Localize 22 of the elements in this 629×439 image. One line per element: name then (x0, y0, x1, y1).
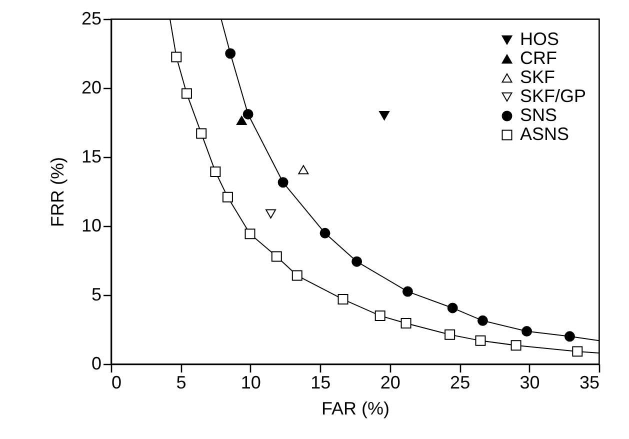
legend-label: ASNS (520, 124, 570, 144)
legend-label: SKF (520, 67, 556, 87)
y-tick-label: 10 (81, 216, 102, 236)
legend-label: SNS (520, 105, 558, 125)
y-tick-label: 20 (81, 78, 102, 98)
x-tick-label: 5 (176, 372, 186, 392)
legend-label: CRF (520, 48, 557, 68)
legend-label: SKF/GP (520, 86, 586, 106)
y-axis-title: FRR (%) (47, 157, 68, 227)
x-tick-label: 15 (310, 372, 331, 392)
x-tick-label: 35 (579, 372, 600, 392)
y-tick-label: 25 (81, 8, 102, 28)
y-tick-label: 15 (81, 146, 102, 166)
legend-label: HOS (520, 29, 560, 49)
x-tick-label: 30 (520, 372, 540, 392)
x-tick-label: 0 (112, 372, 122, 392)
y-tick-label: 0 (91, 354, 102, 374)
x-axis-title: FAR (%) (321, 398, 390, 418)
x-tick-label: 25 (450, 372, 470, 392)
y-tick-label: 5 (91, 284, 102, 304)
x-tick-label: 20 (380, 372, 400, 392)
x-tick-label: 10 (240, 372, 261, 392)
